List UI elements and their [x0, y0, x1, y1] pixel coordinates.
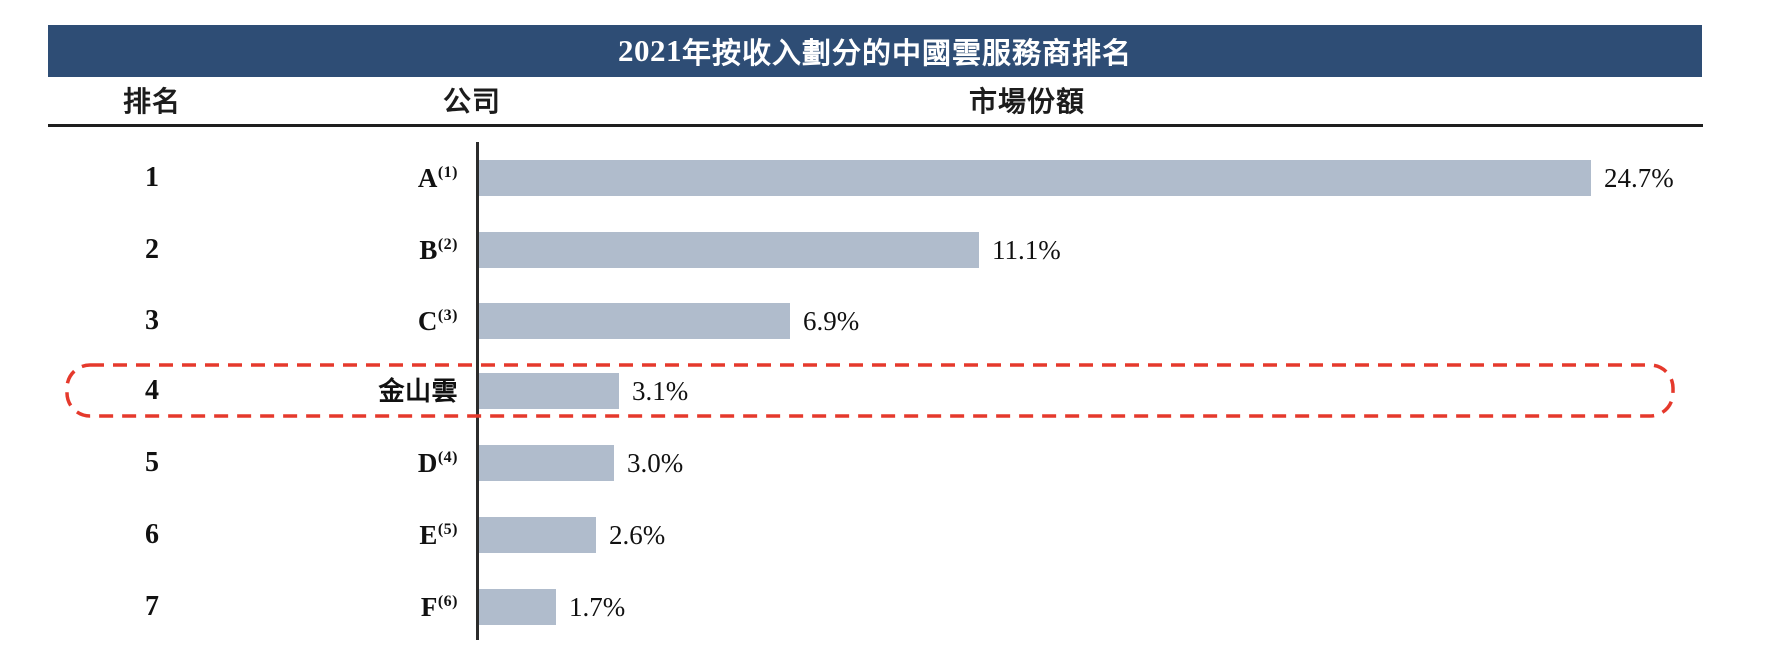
market-share-bar: [479, 232, 979, 268]
company-label: D(4): [270, 445, 458, 481]
company-name: E: [419, 520, 438, 550]
market-share-bar: [479, 160, 1591, 196]
table-row: 2 B(2) 11.1%: [0, 232, 1776, 268]
company-name: B: [419, 235, 438, 265]
chart-title-text: 年按收入劃分的中國雲服務商排名: [681, 38, 1132, 70]
market-share-value: 24.7%: [1604, 162, 1674, 193]
footnote-superscript: (6): [437, 593, 458, 610]
market-share-value: 11.1%: [992, 234, 1061, 265]
rank-label: 5: [145, 447, 159, 478]
bar-group: 3.1%: [479, 373, 688, 409]
chart-title-banner: 2021 年按收入劃分的中國雲服務商排名: [48, 25, 1702, 77]
bar-group: 3.0%: [479, 445, 683, 481]
company-label: C(3): [270, 303, 458, 339]
column-header-company: 公司: [442, 86, 501, 117]
market-share-bar: [479, 303, 790, 339]
company-label: A(1): [270, 160, 458, 196]
market-share-bar: [479, 589, 556, 625]
rank-label: 3: [145, 305, 159, 336]
market-share-value: 3.0%: [627, 447, 684, 478]
company-label: B(2): [270, 232, 458, 268]
header-divider-line: [48, 124, 1703, 127]
company-label: F(6): [270, 589, 458, 625]
footnote-superscript: (1): [437, 164, 458, 181]
bar-group: 1.7%: [479, 589, 625, 625]
table-row: 3 C(3) 6.9%: [0, 303, 1776, 339]
market-share-value: 2.6%: [609, 519, 666, 550]
bar-group: 11.1%: [479, 232, 1061, 268]
market-share-value: 3.1%: [632, 375, 689, 406]
bar-group: 2.6%: [479, 517, 665, 553]
footnote-superscript: (5): [437, 521, 458, 538]
bar-group: 6.9%: [479, 303, 859, 339]
market-share-bar: [479, 445, 614, 481]
bar-group: 24.7%: [479, 160, 1674, 196]
table-row: 7 F(6) 1.7%: [0, 589, 1776, 625]
company-name: 金山雲: [378, 376, 458, 406]
company-name: A: [417, 163, 438, 193]
rank-label: 1: [145, 162, 159, 193]
market-share-value: 1.7%: [569, 591, 626, 622]
footnote-superscript: (4): [437, 449, 458, 466]
chart-title-year: 2021: [617, 33, 682, 68]
rank-label: 7: [145, 591, 159, 622]
company-label: E(5): [270, 517, 458, 553]
market-share-bar: [479, 517, 596, 553]
column-header-market-share: 市場份額: [968, 86, 1085, 117]
market-share-value: 6.9%: [803, 305, 860, 336]
table-row: 5 D(4) 3.0%: [0, 445, 1776, 481]
rank-label: 2: [145, 234, 159, 265]
rank-label: 6: [145, 519, 159, 550]
footnote-superscript: (2): [437, 236, 458, 253]
table-row: 6 E(5) 2.6%: [0, 517, 1776, 553]
footnote-superscript: (3): [437, 307, 458, 324]
company-name: F: [420, 592, 438, 622]
table-row-highlighted: 4 金山雲 3.1%: [0, 373, 1776, 409]
market-share-bar: [479, 373, 619, 409]
company-name: D: [417, 448, 438, 478]
table-row: 1 A(1) 24.7%: [0, 160, 1776, 196]
company-name: C: [417, 306, 438, 336]
column-header-rank: 排名: [122, 86, 181, 117]
company-label: 金山雲: [270, 373, 458, 409]
rank-label: 4: [145, 375, 159, 406]
